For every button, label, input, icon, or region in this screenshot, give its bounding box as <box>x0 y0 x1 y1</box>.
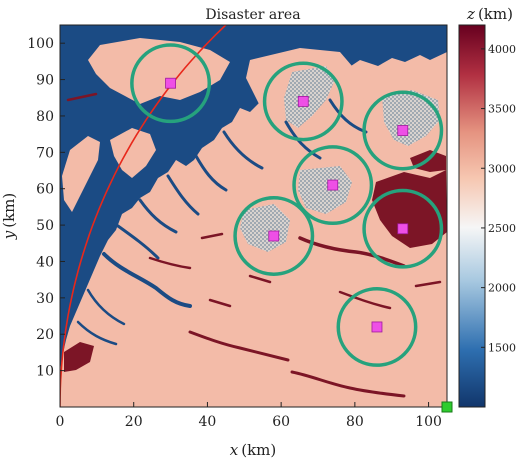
terrain-ridge <box>188 330 290 362</box>
y-axis-ticks: 10 20 30 40 50 60 70 80 90 100 <box>27 36 65 380</box>
colorbar-tick-label: 3000 <box>488 162 516 175</box>
terrain-ridge <box>208 298 232 308</box>
target-marker <box>297 96 309 107</box>
terrain-hatched-zone <box>284 66 334 128</box>
terrain-water-channel <box>76 320 118 346</box>
x-tick-label: 0 <box>56 414 65 430</box>
colorbar-ticks: 1500 2000 2500 3000 3500 4000 <box>481 43 516 354</box>
terrain-water-channel <box>138 198 178 234</box>
x-tick-label: 100 <box>415 414 442 430</box>
terrain-water-channel <box>166 174 200 216</box>
y-tick-label: 10 <box>36 364 54 380</box>
x-axis-label: x (km) <box>230 441 277 459</box>
terrain-ridge <box>66 92 98 102</box>
terrain-ridge <box>338 290 392 310</box>
terrain-land-finger <box>62 136 100 212</box>
terrain-water-channel <box>328 98 368 134</box>
terrain-ridge <box>248 274 272 284</box>
target-marker <box>327 179 339 191</box>
x-tick-label: 20 <box>125 414 143 430</box>
terrain-ridge <box>290 370 406 398</box>
terrain-water-region <box>60 25 447 372</box>
colorbar-tick-label: 3500 <box>488 103 516 116</box>
colorbar-tick-label: 2000 <box>488 282 516 295</box>
terrain-water-channel <box>86 288 126 326</box>
x-axis-ticks: 0 20 40 60 80 100 <box>56 402 442 430</box>
coverage-ring <box>262 61 344 142</box>
terrain-water-channel <box>116 224 160 260</box>
coverage-ring <box>362 90 444 171</box>
flight-path-line <box>60 25 228 407</box>
colorbar-tick-label: 2500 <box>488 222 516 235</box>
depot-marker <box>441 401 453 413</box>
x-tick-label: 40 <box>199 414 217 430</box>
y-tick-label: 80 <box>36 109 54 125</box>
terrain-map <box>60 25 447 407</box>
coverage-ring <box>362 188 444 269</box>
terrain-ridge <box>372 170 447 248</box>
y-tick-label: 20 <box>36 327 54 343</box>
terrain-hatched-zone <box>382 90 440 146</box>
coverage-ring <box>130 43 212 124</box>
x-tick-label: 60 <box>272 414 290 430</box>
target-marker <box>397 223 409 235</box>
coverage-ring <box>336 287 418 367</box>
y-tick-label: 100 <box>27 36 54 52</box>
terrain-ridge <box>298 236 406 268</box>
target-marker <box>165 77 176 89</box>
y-tick-label: 90 <box>36 73 54 89</box>
terrain-water-channel <box>194 154 228 192</box>
coverage-ring <box>233 196 315 276</box>
target-marker <box>371 321 383 333</box>
y-tick-label: 40 <box>36 254 54 270</box>
target-marker <box>397 125 409 136</box>
colorbar-tick-label: 4000 <box>488 43 516 56</box>
terrain-land-finger <box>110 128 156 178</box>
colorbar-label: z (km) <box>466 5 513 23</box>
y-tick-label: 60 <box>36 182 54 198</box>
terrain-ridge <box>414 280 442 288</box>
terrain-water-channel <box>284 120 322 160</box>
y-axis-label: y(km) <box>0 193 18 241</box>
plot-frame <box>59 24 448 408</box>
terrain-water-channel <box>222 130 264 170</box>
terrain-water-channel <box>102 252 192 308</box>
terrain-hatched-zone <box>298 166 352 214</box>
terrain-ridge <box>64 342 94 372</box>
y-tick-label: 50 <box>36 218 54 234</box>
terrain-ridge <box>200 232 224 240</box>
target-marker <box>268 230 280 242</box>
coverage-ring <box>292 145 374 226</box>
x-tick-label: 80 <box>346 414 364 430</box>
chart-title: Disaster area <box>205 7 300 23</box>
y-tick-label: 70 <box>36 145 54 161</box>
terrain-ridge <box>148 256 192 270</box>
y-tick-label: 30 <box>36 291 54 307</box>
colorbar-tick-label: 1500 <box>488 341 516 354</box>
colorbar <box>458 24 486 408</box>
